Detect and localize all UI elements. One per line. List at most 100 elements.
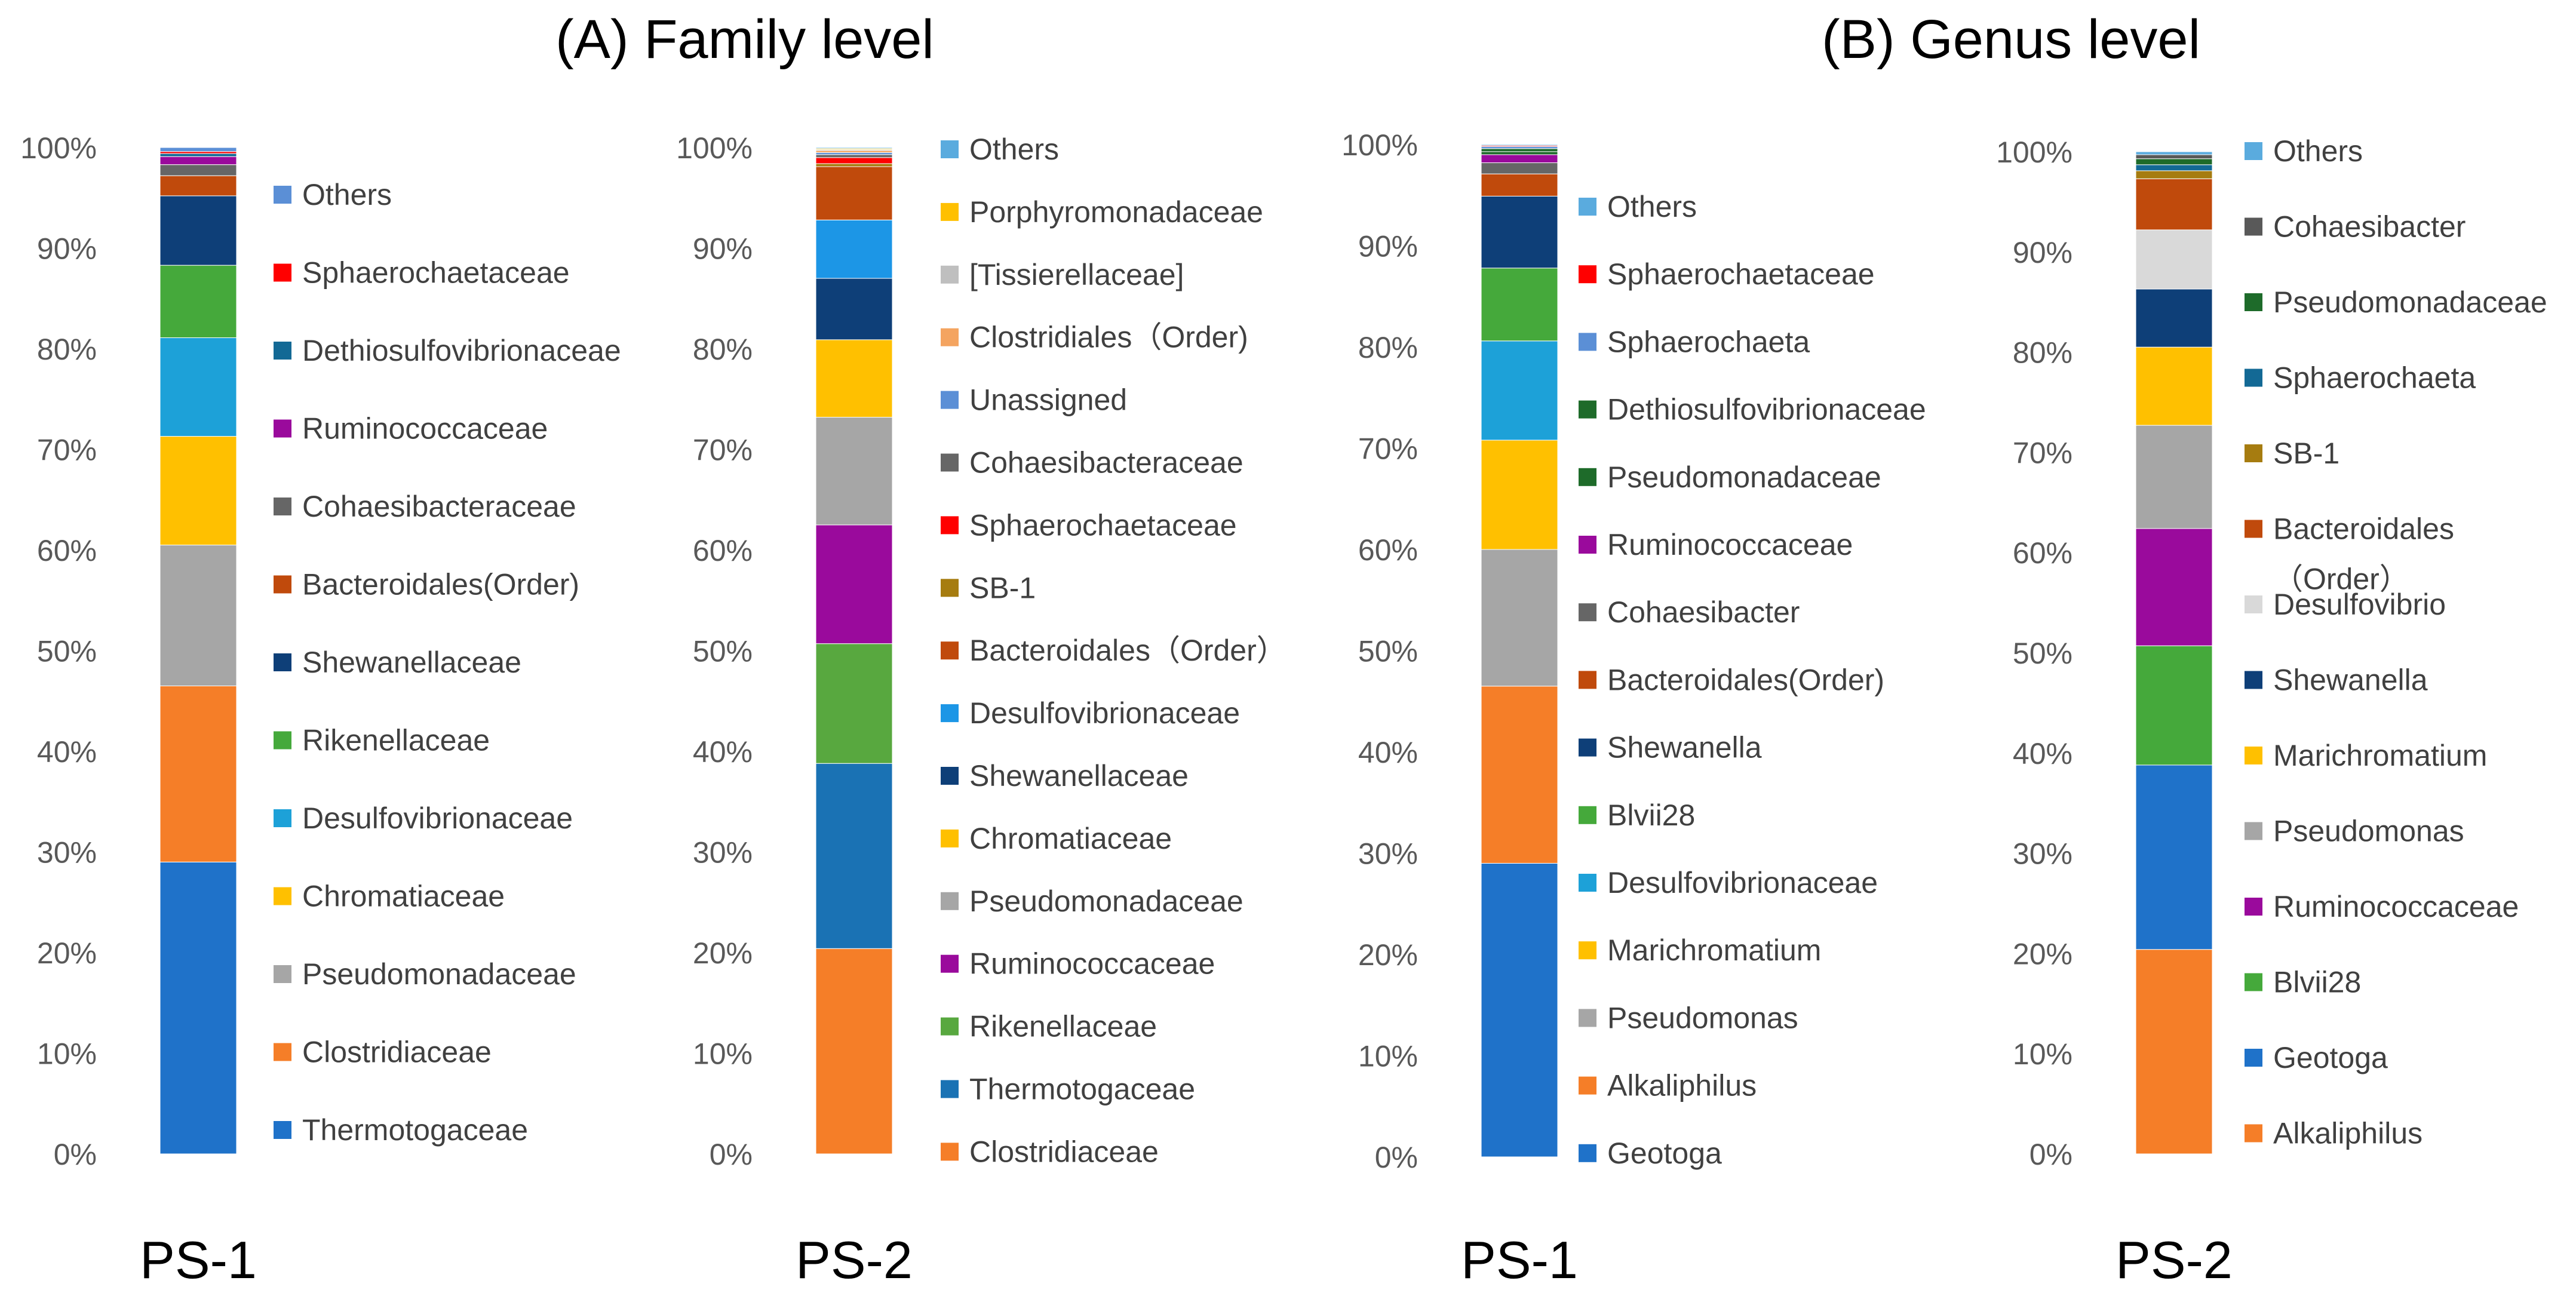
legend-label-chromatiaceae: Chromatiaceae xyxy=(969,822,1172,855)
y-tick-label: 90% xyxy=(37,232,97,266)
legend-label-chromatiaceae: Chromatiaceae xyxy=(302,880,505,913)
legend-label-others: Others xyxy=(1607,190,1697,223)
legend-label-sphaerochaeta: Sphaerochaeta xyxy=(1607,325,1810,358)
y-tick-label: 80% xyxy=(2013,336,2073,370)
bar-segment-pseudomonadaceae xyxy=(1481,151,1558,155)
legend-label-shewanella: Shewanella xyxy=(1607,731,1762,764)
legend-swatch xyxy=(2245,368,2262,387)
bar-segment-bacteroidales-order xyxy=(159,175,237,196)
legend-swatch xyxy=(941,453,959,472)
legend-label-geotoga: Geotoga xyxy=(2273,1041,2388,1074)
legend-swatch xyxy=(274,965,291,983)
legend-label-desulfovibrio: Desulfovibrio xyxy=(2273,588,2446,621)
legend-label-desulfovibrionaceae: Desulfovibrionaceae xyxy=(969,696,1240,730)
y-tick-label: 10% xyxy=(37,1037,97,1071)
bar-segment-sb-1 xyxy=(815,163,893,167)
legend-label-bacteroidales-order: Bacteroidales(Order) xyxy=(1607,663,1884,696)
legend-swatch xyxy=(2245,973,2262,991)
legend-swatch xyxy=(2245,747,2262,764)
legend-label-thermotogaceae: Thermotogaceae xyxy=(969,1073,1195,1106)
bar-segment-clostridiaceae xyxy=(815,948,893,1154)
legend-swatch xyxy=(274,1121,291,1139)
legend-swatch xyxy=(1579,874,1596,892)
legend-swatch xyxy=(941,641,959,660)
y-tick-label: 100% xyxy=(1996,136,2073,169)
bar-segment-pseudomonas xyxy=(1481,549,1558,687)
legend-swatch xyxy=(274,887,291,905)
legend-swatch xyxy=(941,140,959,158)
bar-segment-shewanella xyxy=(2135,288,2213,348)
legend-swatch xyxy=(2245,142,2262,160)
legend-label-marichromatium: Marichromatium xyxy=(1607,933,1821,967)
y-tick-label: 40% xyxy=(1358,736,1418,769)
family-level-title: (A) Family level xyxy=(555,9,934,70)
legend-label-bacteroidales-order: Bacteroidales（Order） xyxy=(969,634,1287,667)
y-tick-label: 30% xyxy=(2013,837,2073,871)
y-tick-label: 0% xyxy=(710,1138,753,1171)
y-tick-label: 50% xyxy=(693,635,753,668)
legend-label-shewanellaceae: Shewanellaceae xyxy=(302,646,521,679)
bar-segment-alkaliphilus xyxy=(1481,686,1558,864)
y-tick-label: 10% xyxy=(2013,1037,2073,1071)
y-tick-label: 60% xyxy=(2013,536,2073,570)
legend-label-dethiosulfovibrionaceae: Dethiosulfovibrionaceae xyxy=(1607,393,1926,426)
legend-swatch xyxy=(1579,1076,1596,1095)
legend-label-cohaesibacteraceae: Cohaesibacteraceae xyxy=(969,446,1244,480)
legend-label-blvii28: Blvii28 xyxy=(1607,799,1695,832)
legend-label-porphyromonadaceae: Porphyromonadaceae xyxy=(969,195,1263,229)
bar-segment-dethiosulfovibrionaceae xyxy=(159,153,237,157)
bar-segment-sphaerochaeta xyxy=(2135,164,2213,171)
legend-swatch xyxy=(274,186,291,204)
bar-segment-desulfovibrio xyxy=(2135,229,2213,290)
category-label: PS-2 xyxy=(2116,1230,2233,1289)
bar-segment-pseudomonadaceae xyxy=(2135,158,2213,165)
chart-family-ps1: 0% 10% 20% 30% 40% 50% 60% 70% 80% 90% 100% PS-1 Oth… xyxy=(20,131,621,1289)
legend-swatch xyxy=(2245,898,2262,916)
legend-label-sphaerochaetaceae: Sphaerochaetaceae xyxy=(969,508,1237,542)
bar-segment-geotoga xyxy=(1481,862,1558,1157)
y-tick-label: 50% xyxy=(37,635,97,668)
y-tick-label: 80% xyxy=(37,333,97,366)
bar-segment-desulfovibrionaceae xyxy=(159,337,237,437)
bar-segment-thermotogaceae xyxy=(815,763,893,949)
legend-swatch xyxy=(2245,1049,2262,1067)
legend-swatch xyxy=(941,1017,959,1036)
y-tick-label: 20% xyxy=(37,936,97,970)
legend-swatch xyxy=(2245,822,2262,840)
legend-label-sphaerochaetaceae: Sphaerochaetaceae xyxy=(1607,257,1875,291)
legend-swatch xyxy=(941,265,959,284)
y-tick-label: 10% xyxy=(693,1037,753,1071)
legend-label-marichromatium: Marichromatium xyxy=(2273,739,2487,772)
legend-label-pseudomonadaceae: Pseudomonadaceae xyxy=(302,957,576,991)
legend-label-geotoga: Geotoga xyxy=(1607,1137,1722,1170)
legend-label-others: Others xyxy=(969,133,1059,166)
bar-segment-sphaerochaetaceae xyxy=(159,151,237,154)
legend-label-ruminococcaceae: Ruminococcaceae xyxy=(1607,528,1853,561)
bar-segment-pseudomonadaceae xyxy=(815,417,893,526)
legend-swatch xyxy=(2245,520,2262,538)
legend-swatch xyxy=(2245,293,2262,311)
legend-label-pseudomonadaceae: Pseudomonadaceae xyxy=(2273,285,2547,319)
legend-swatch xyxy=(2245,444,2262,462)
y-tick-label: 50% xyxy=(2013,637,2073,670)
bar-segment-cohaesibacteraceae xyxy=(815,154,893,158)
y-tick-label: 80% xyxy=(693,333,753,366)
category-label: PS-2 xyxy=(796,1230,913,1289)
legend-label-unassigned: Unassigned xyxy=(969,383,1127,417)
genus-level-title: (B) Genus level xyxy=(1822,9,2201,70)
legend-label-sphaerochaeta: Sphaerochaeta xyxy=(2273,361,2476,395)
legend-swatch xyxy=(1579,806,1596,824)
legend-label-rikenellaceae: Rikenellaceae xyxy=(969,1010,1157,1043)
y-tick-label: 40% xyxy=(37,735,97,769)
legend-label-dethiosulfovibrionaceae: Dethiosulfovibrionaceae xyxy=(302,334,621,367)
bar-segment-shewanella xyxy=(1481,195,1558,269)
bar-segment-others xyxy=(815,147,893,149)
bar-segment-pseudomonadaceae xyxy=(159,545,237,686)
bar-segment-chromatiaceae xyxy=(815,339,893,418)
y-tick-label: 70% xyxy=(2013,436,2073,469)
bar-segment-blvii28 xyxy=(1481,268,1558,342)
legend-label-alkaliphilus: Alkaliphilus xyxy=(1607,1069,1757,1103)
y-tick-label: 60% xyxy=(37,534,97,567)
legend-label-bacteroidales-order: Bacteroidales(Order) xyxy=(302,568,579,601)
